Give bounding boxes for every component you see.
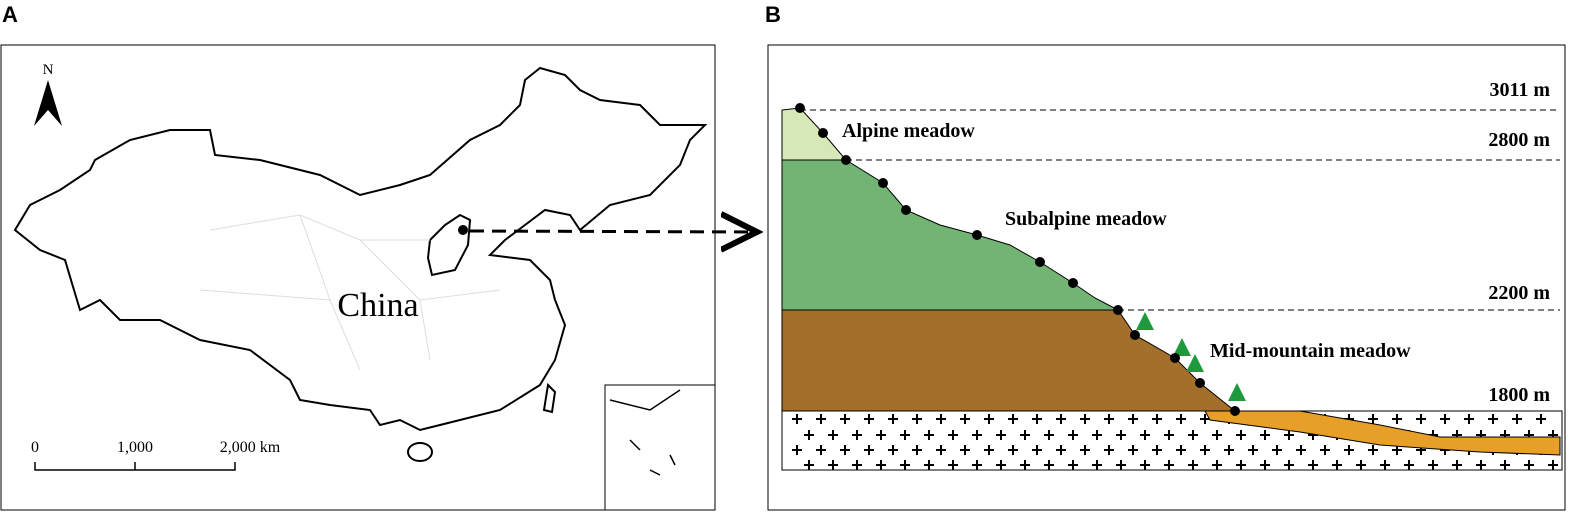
inset-frame xyxy=(604,384,716,511)
scale-label: 2,000 km xyxy=(220,439,281,456)
panel-frame xyxy=(0,44,716,511)
scale-label: 1,000 xyxy=(117,439,153,456)
country-label: China xyxy=(337,287,418,324)
hainan xyxy=(407,442,433,462)
trees xyxy=(1136,312,1246,401)
panel-label: B xyxy=(765,2,781,27)
alpine-zone xyxy=(781,107,848,161)
china-outline xyxy=(13,66,708,432)
elevation-label: 1800 m xyxy=(1488,384,1550,406)
sample-sites xyxy=(795,103,1240,416)
panel-frame xyxy=(767,44,1566,511)
scale-bar xyxy=(34,462,236,471)
zone-label: Alpine meadow xyxy=(842,120,975,142)
zone-label: Mid-mountain meadow xyxy=(1210,340,1411,362)
arrow xyxy=(469,231,757,232)
subalpine-zone xyxy=(781,159,1119,311)
site-marker xyxy=(458,225,468,235)
elevation-lines xyxy=(800,109,1560,412)
elevation-label: 2200 m xyxy=(1488,282,1550,304)
zone-label: Subalpine meadow xyxy=(1005,208,1167,230)
midmountain-zone xyxy=(781,309,1237,412)
inset-islands xyxy=(609,389,681,476)
north-arrow xyxy=(34,80,62,126)
panel-label: A xyxy=(2,2,18,27)
scale-label: 0 xyxy=(31,439,39,456)
river xyxy=(1204,410,1561,456)
elevation-label: 3011 m xyxy=(1489,79,1550,101)
taiwan xyxy=(542,382,557,414)
elevation-label: 2800 m xyxy=(1488,129,1550,151)
province-borders xyxy=(199,214,501,371)
north-label: N xyxy=(43,62,54,78)
